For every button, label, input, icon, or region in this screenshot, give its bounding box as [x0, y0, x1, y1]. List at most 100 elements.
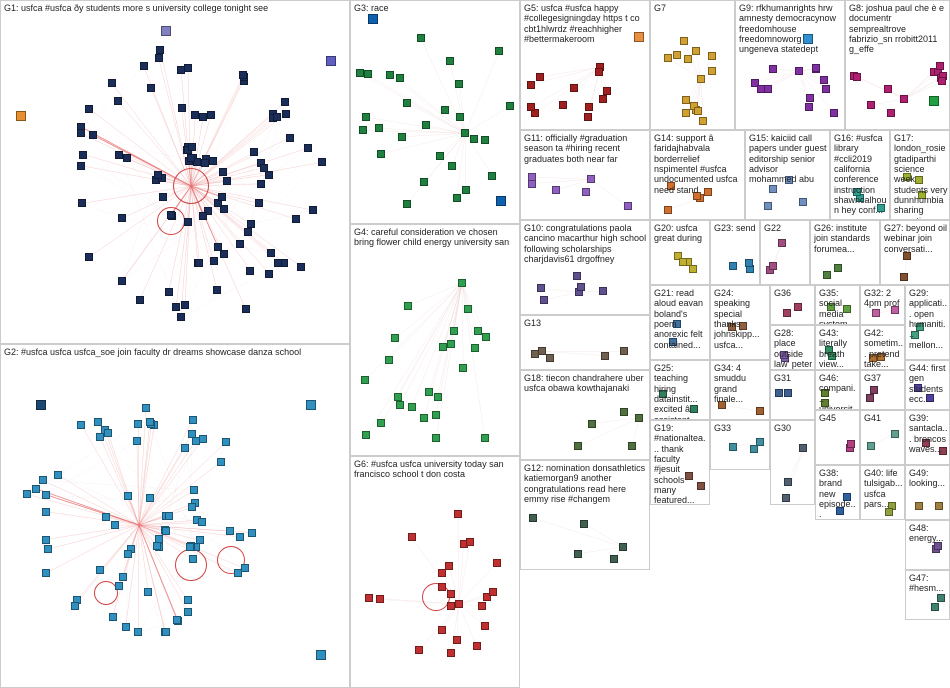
graph-node[interactable]	[142, 404, 150, 412]
group-panel-g14[interactable]: G14: support â faridajhabvala borderreli…	[650, 130, 745, 220]
graph-node[interactable]	[377, 150, 385, 158]
graph-node[interactable]	[540, 296, 548, 304]
graph-node[interactable]	[186, 543, 194, 551]
graph-node[interactable]	[385, 356, 393, 364]
group-panel-g49[interactable]: G49: looking...	[905, 465, 950, 520]
graph-node[interactable]	[188, 503, 196, 511]
graph-node[interactable]	[506, 102, 514, 110]
group-panel-g33[interactable]: G33	[710, 420, 770, 470]
graph-node[interactable]	[408, 403, 416, 411]
graph-node[interactable]	[805, 103, 813, 111]
graph-node[interactable]	[196, 536, 204, 544]
group-panel-g2[interactable]: G2: #usfca usfca usfca_soe join faculty …	[0, 344, 350, 688]
graph-node[interactable]	[610, 555, 618, 563]
graph-node[interactable]	[458, 279, 466, 287]
group-panel-g22[interactable]: G22	[760, 220, 810, 285]
graph-node[interactable]	[318, 158, 326, 166]
graph-node[interactable]	[588, 420, 596, 428]
graph-node[interactable]	[274, 259, 282, 267]
graph-node[interactable]	[85, 105, 93, 113]
graph-node[interactable]	[209, 157, 217, 165]
graph-node[interactable]	[362, 431, 370, 439]
graph-node[interactable]	[115, 582, 123, 590]
graph-node[interactable]	[403, 99, 411, 107]
graph-node[interactable]	[250, 148, 258, 156]
graph-node[interactable]	[527, 103, 535, 111]
graph-node[interactable]	[682, 109, 690, 117]
graph-node[interactable]	[377, 419, 385, 427]
graph-node[interactable]	[757, 85, 765, 93]
group-panel-g6[interactable]: G6: #usfca usfca university today san fr…	[350, 456, 520, 688]
group-panel-g27[interactable]: G27: beyond oil webinar join conversati.…	[880, 220, 950, 285]
graph-node[interactable]	[769, 65, 777, 73]
graph-node[interactable]	[764, 202, 772, 210]
graph-node[interactable]	[577, 283, 585, 291]
graph-node[interactable]	[78, 199, 86, 207]
graph-node[interactable]	[361, 376, 369, 384]
graph-node[interactable]	[692, 47, 700, 55]
graph-node[interactable]	[234, 569, 242, 577]
graph-node[interactable]	[471, 344, 479, 352]
group-panel-g4[interactable]: G4: careful consideration ve chosen brin…	[350, 224, 520, 456]
graph-node[interactable]	[820, 76, 828, 84]
graph-node[interactable]	[146, 494, 154, 502]
graph-node[interactable]	[16, 111, 26, 121]
graph-node[interactable]	[156, 46, 164, 54]
graph-node[interactable]	[806, 94, 814, 102]
group-panel-g36[interactable]: G36	[770, 285, 815, 325]
group-panel-g38[interactable]: G38: brand new episode...	[815, 465, 860, 520]
graph-node[interactable]	[306, 400, 316, 410]
graph-node[interactable]	[359, 126, 367, 134]
graph-node[interactable]	[900, 95, 908, 103]
graph-node[interactable]	[884, 85, 892, 93]
graph-node[interactable]	[244, 228, 252, 236]
group-panel-g41[interactable]: G41	[860, 410, 905, 465]
graph-node[interactable]	[161, 26, 171, 36]
graph-node[interactable]	[794, 303, 802, 311]
graph-node[interactable]	[326, 56, 336, 66]
graph-node[interactable]	[891, 430, 899, 438]
graph-node[interactable]	[601, 352, 609, 360]
group-panel-g21[interactable]: G21: read aloud eavan boland's poem anor…	[650, 285, 710, 360]
graph-node[interactable]	[422, 121, 430, 129]
graph-node[interactable]	[441, 106, 449, 114]
graph-node[interactable]	[247, 220, 255, 228]
graph-node[interactable]	[689, 265, 697, 273]
group-panel-g26[interactable]: G26: institute join standards forumea...	[810, 220, 880, 285]
graph-node[interactable]	[36, 400, 46, 410]
graph-node[interactable]	[488, 172, 496, 180]
graph-node[interactable]	[420, 414, 428, 422]
group-panel-g32[interactable]: G32: 2 4pm prof	[860, 285, 905, 325]
graph-node[interactable]	[887, 109, 895, 117]
graph-node[interactable]	[900, 273, 908, 281]
graph-node[interactable]	[155, 54, 163, 62]
group-panel-g45[interactable]: G45	[815, 410, 860, 465]
graph-node[interactable]	[436, 152, 444, 160]
graph-node[interactable]	[580, 520, 588, 528]
graph-node[interactable]	[365, 594, 373, 602]
graph-node[interactable]	[257, 180, 265, 188]
graph-node[interactable]	[23, 490, 31, 498]
graph-node[interactable]	[297, 263, 305, 271]
graph-node[interactable]	[242, 305, 250, 313]
graph-node[interactable]	[167, 211, 175, 219]
graph-node[interactable]	[177, 313, 185, 321]
graph-node[interactable]	[54, 471, 62, 479]
graph-node[interactable]	[582, 188, 590, 196]
graph-node[interactable]	[585, 103, 593, 111]
graph-node[interactable]	[189, 416, 197, 424]
graph-node[interactable]	[188, 143, 196, 151]
graph-node[interactable]	[481, 434, 489, 442]
graph-node[interactable]	[694, 107, 702, 115]
graph-node[interactable]	[866, 394, 874, 402]
graph-node[interactable]	[799, 198, 807, 206]
graph-node[interactable]	[281, 98, 289, 106]
graph-node[interactable]	[102, 513, 110, 521]
graph-node[interactable]	[481, 136, 489, 144]
graph-node[interactable]	[929, 96, 939, 106]
graph-node[interactable]	[173, 616, 181, 624]
graph-node[interactable]	[222, 438, 230, 446]
group-panel-g12[interactable]: G12: nomination donsathletics katiemorga…	[520, 460, 650, 570]
graph-node[interactable]	[729, 262, 737, 270]
graph-node[interactable]	[134, 628, 142, 636]
